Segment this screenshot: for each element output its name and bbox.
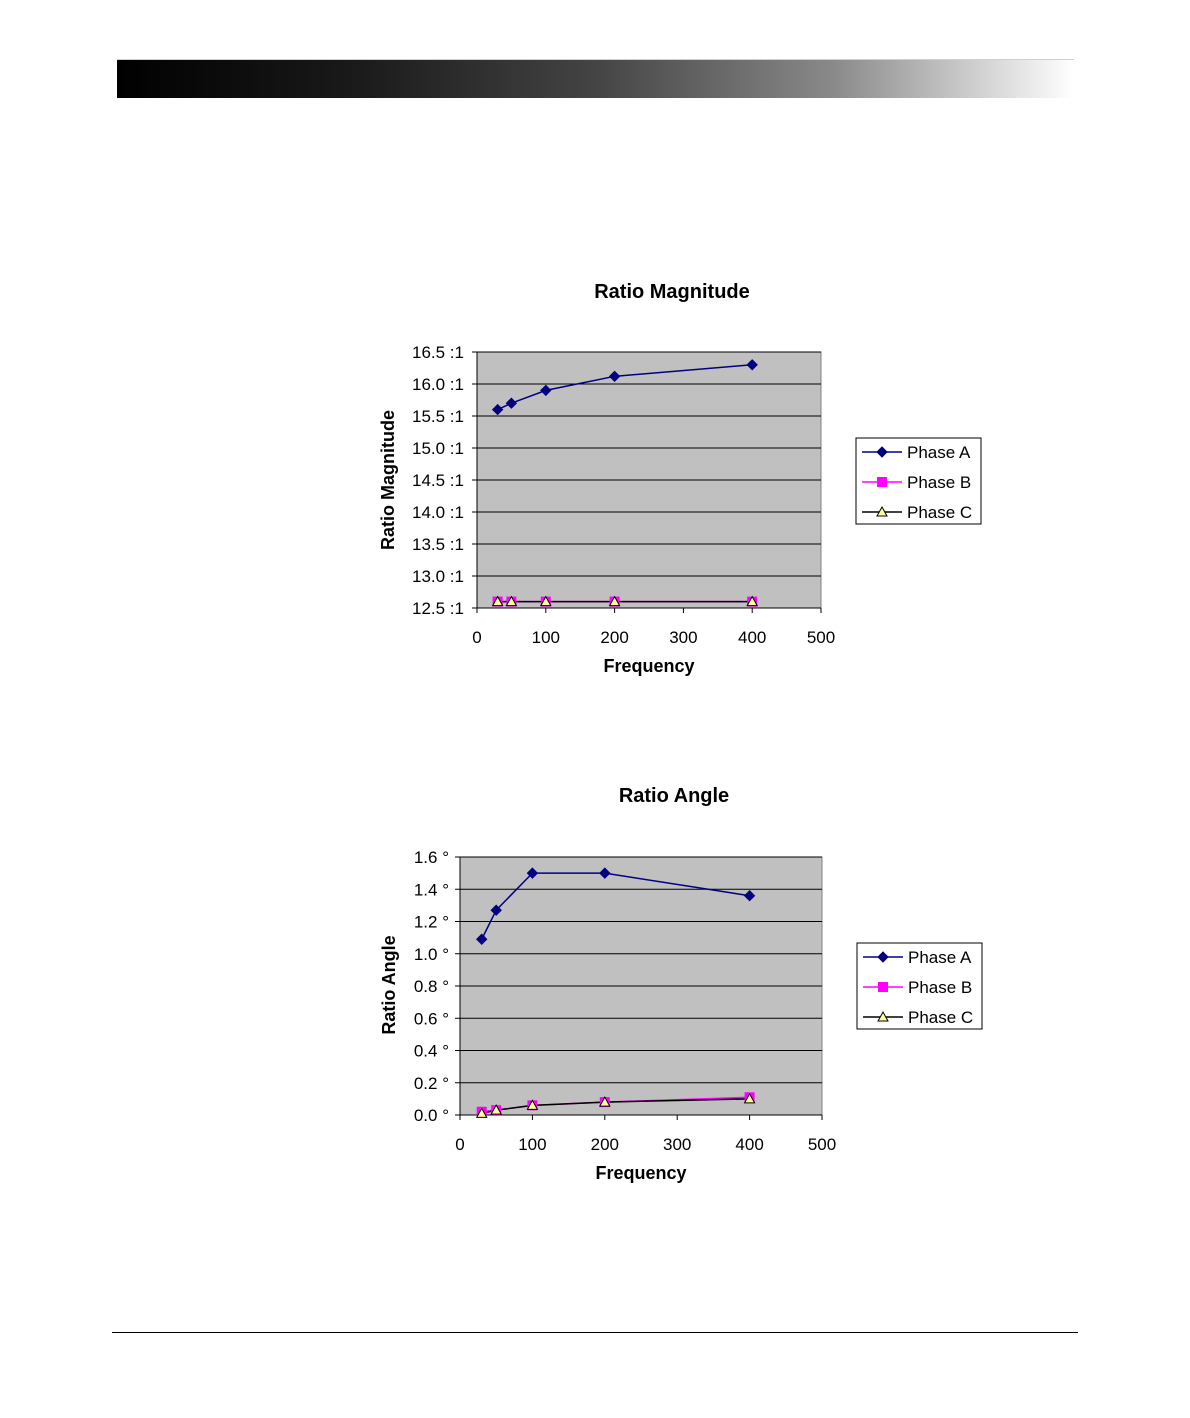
y-tick-label: 15.5 :1 <box>412 407 464 426</box>
legend-marker <box>877 951 889 963</box>
y-tick-label: 15.0 :1 <box>412 439 464 458</box>
legend-label: Phase C <box>907 503 972 522</box>
data-point-phase-a <box>505 397 518 409</box>
legend-label: Phase A <box>907 443 971 462</box>
legend-marker <box>876 446 888 458</box>
data-point-phase-c <box>746 595 759 607</box>
y-tick-label: 12.5 :1 <box>412 599 464 618</box>
data-point-phase-a <box>608 370 621 383</box>
legend-label: Phase B <box>908 978 972 997</box>
y-tick-label: 1.4 ° <box>414 880 449 899</box>
data-point-phase-a <box>490 904 502 916</box>
data-point-phase-c <box>743 1092 756 1104</box>
y-tick-label: 0.2 ° <box>414 1074 449 1093</box>
y-tick-label: 16.0 :1 <box>412 375 464 394</box>
data-point-phase-a <box>743 889 756 902</box>
data-point-phase-c <box>539 595 552 607</box>
y-tick-label: 1.0 ° <box>414 945 449 964</box>
x-tick-label: 0 <box>472 628 481 647</box>
x-tick-label: 400 <box>735 1135 763 1154</box>
data-point-phase-c <box>490 1104 503 1115</box>
y-tick-label: 14.0 :1 <box>412 503 464 522</box>
y-tick-label: 16.5 :1 <box>412 343 464 362</box>
data-point-phase-c <box>475 1107 488 1118</box>
chart-0-group: 12.5 :1 13.0 :1 13.5 :1 14.0 :1 14.5 :1 15.0 … <box>378 281 982 676</box>
legend-label: Phase C <box>908 1008 973 1027</box>
data-point-phase-a <box>491 403 504 416</box>
chart-title: Ratio Angle <box>619 785 729 807</box>
y-tick-label: 0.8 ° <box>414 977 449 996</box>
chart-title: Ratio Magnitude <box>594 281 750 303</box>
y-axis-label: Ratio Magnitude <box>378 410 398 550</box>
x-tick-label: 500 <box>807 628 835 647</box>
x-tick-label: 300 <box>663 1135 691 1154</box>
y-axis-label: Ratio Angle <box>379 935 399 1034</box>
y-tick-label: 1.2 ° <box>414 913 449 932</box>
data-point-phase-a <box>526 867 539 879</box>
chart-1-group: 0.0 ° 0.2 ° 0.4 ° 0.6 ° 0.8 ° 1.0 ° 1.2 ° 1.4 °… <box>379 785 983 1183</box>
x-tick-label: 400 <box>738 628 766 647</box>
x-tick-label: 200 <box>600 628 628 647</box>
data-point-phase-a <box>476 933 488 945</box>
x-axis-label: Frequency <box>603 656 694 676</box>
y-tick-label: 14.5 :1 <box>412 471 464 490</box>
y-tick-label: 1.6 ° <box>414 848 449 867</box>
data-point-phase-c <box>505 595 518 607</box>
y-tick-label: 13.5 :1 <box>412 535 464 554</box>
data-point-phase-c <box>526 1099 539 1110</box>
legend-label: Phase A <box>908 948 972 967</box>
data-point-phase-c <box>608 595 621 607</box>
data-point-phase-c <box>491 595 504 607</box>
legend-marker <box>877 1010 889 1022</box>
x-tick-label: 200 <box>591 1135 619 1154</box>
y-tick-label: 13.0 :1 <box>412 567 464 586</box>
legend-marker <box>876 505 888 517</box>
data-point-phase-a <box>540 384 552 397</box>
legend-marker <box>878 982 888 992</box>
x-tick-label: 500 <box>808 1135 836 1154</box>
x-tick-label: 100 <box>532 628 560 647</box>
x-tick-label: 300 <box>669 628 697 647</box>
y-tick-label: 0.4 ° <box>414 1042 449 1061</box>
y-tick-label: 0.0 ° <box>414 1106 449 1125</box>
data-point-phase-c <box>598 1096 611 1107</box>
page-footer-rule <box>112 1332 1078 1333</box>
legend-marker <box>877 477 887 487</box>
data-point-phase-a <box>599 867 611 879</box>
y-tick-label: 0.6 ° <box>414 1009 449 1028</box>
x-axis-label: Frequency <box>595 1163 686 1183</box>
x-tick-label: 0 <box>455 1135 464 1154</box>
data-point-phase-a <box>746 359 758 371</box>
page-header-bar <box>117 59 1074 98</box>
legend-label: Phase B <box>907 473 971 492</box>
x-tick-label: 100 <box>518 1135 546 1154</box>
